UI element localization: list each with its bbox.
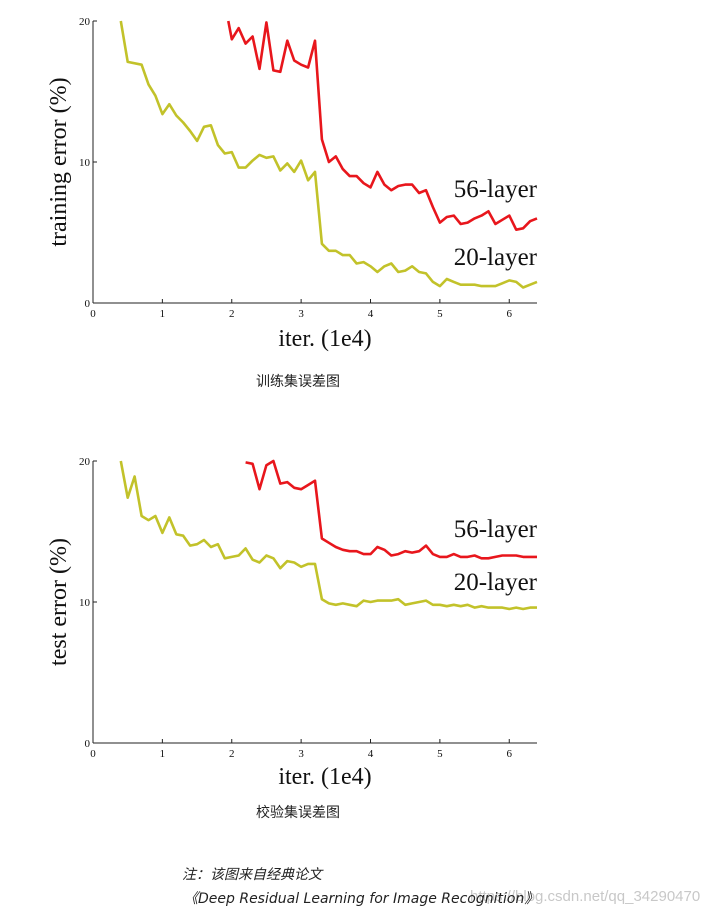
chart-1-series-label-20-layer: 20-layer xyxy=(454,244,538,271)
chart-1-x-tick-label: 6 xyxy=(507,308,513,320)
chart-1-y-tick-label: 10 xyxy=(79,157,91,169)
chart-1-x-tick-label: 2 xyxy=(229,308,235,320)
chart-2-series-20-layer-line xyxy=(119,460,537,611)
chart-1-x-tick-label: 3 xyxy=(298,308,304,320)
chart-2-x-tick-label: 0 xyxy=(90,748,96,760)
chart-2-series-label-20-layer: 20-layer xyxy=(454,569,538,596)
chart-2-x-tick-label: 4 xyxy=(368,748,374,760)
chart-2-caption: 校验集误差图 xyxy=(256,805,340,821)
chart-1-series-label-56-layer: 56-layer xyxy=(454,176,538,203)
chart-2-x-tick-label: 2 xyxy=(229,748,235,760)
chart-1-x-tick-label: 0 xyxy=(90,308,96,320)
chart-2-y-axis-label: test error (%) xyxy=(46,538,72,666)
chart-1-y-tick-label: 0 xyxy=(85,298,91,310)
chart-2-series-label-56-layer: 56-layer xyxy=(454,516,538,543)
chart-1-x-tick-label: 4 xyxy=(368,308,374,320)
chart-2-x-tick-label: 1 xyxy=(160,748,166,760)
chart-2-series-56-layer-line xyxy=(245,459,537,560)
chart-2-x-tick-label: 3 xyxy=(298,748,304,760)
note-line-1: 注：该图来自经典论文 xyxy=(182,867,322,883)
chart-1-series-56-layer-line xyxy=(227,20,538,231)
note-line-2: 《Deep Residual Learning for Image Recogn… xyxy=(184,891,539,907)
chart-2-x-tick-label: 5 xyxy=(437,748,443,760)
chart-1-x-tick-label: 1 xyxy=(160,308,166,320)
chart-1-y-axis-label: training error (%) xyxy=(46,77,72,246)
chart-1-y-tick-label: 20 xyxy=(79,16,91,28)
chart-1-series-20-layer-line xyxy=(119,20,538,289)
chart-1-caption: 训练集误差图 xyxy=(256,374,340,390)
chart-2-y-tick-label: 0 xyxy=(85,738,91,750)
chart-2-x-axis-label: iter. (1e4) xyxy=(278,764,371,790)
chart-1-x-axis-label: iter. (1e4) xyxy=(278,326,371,352)
chart-2-x-tick-label: 6 xyxy=(507,748,513,760)
chart-2-y-tick-label: 20 xyxy=(79,456,91,468)
chart-2-y-tick-label: 10 xyxy=(79,597,91,609)
watermark: https://blog.csdn.net/qq_34290470 xyxy=(470,888,701,905)
chart-1-x-tick-label: 5 xyxy=(437,308,443,320)
